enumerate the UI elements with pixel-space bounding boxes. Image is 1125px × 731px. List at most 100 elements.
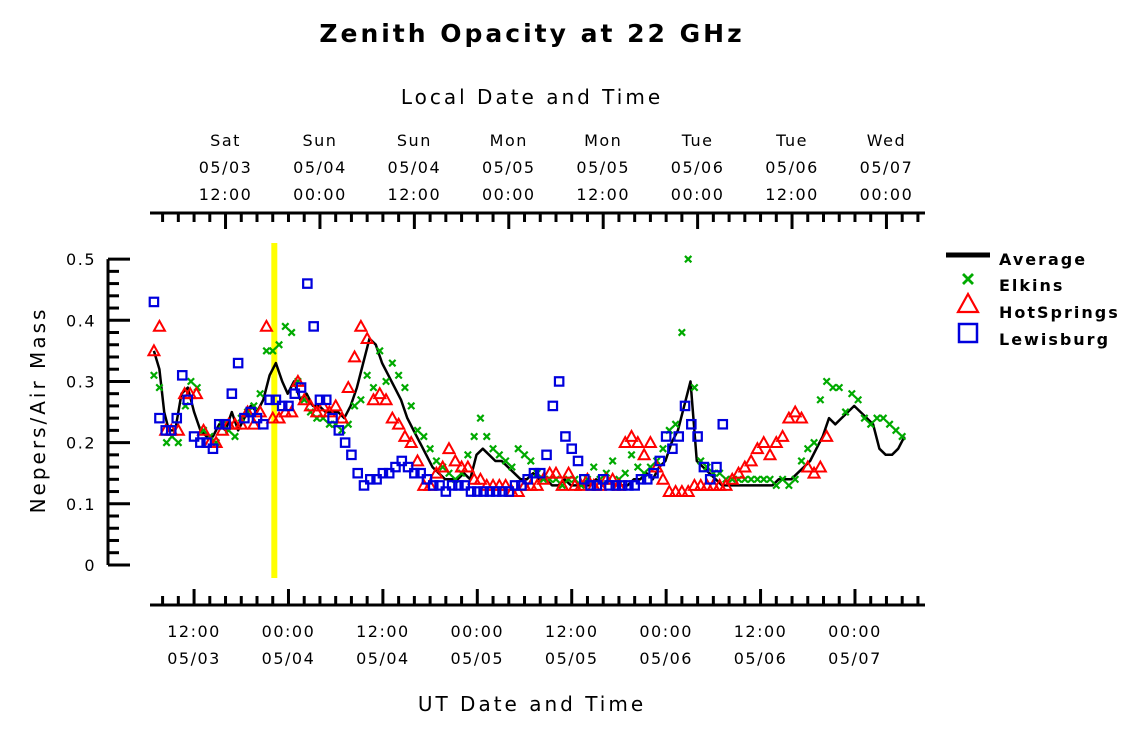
bottom-tick-time: 12:00 [734,622,788,641]
hotsprings-point [473,471,488,485]
lewisburg-point [597,474,609,485]
lewisburg-point [579,474,590,485]
hotsprings-point [561,465,576,479]
top-tick-day: Wed [867,131,906,150]
lewisburg-point [327,412,338,424]
x-axis-title: UT Date and Time [418,692,646,716]
hotsprings-point [769,435,784,449]
elkins-point [482,432,491,441]
elkins-point [149,371,158,380]
hotsprings-point [215,422,230,436]
hotsprings-point [397,428,413,442]
elkins-point [898,432,907,441]
hotsprings-point [806,465,822,479]
elkins-point [489,444,498,453]
lewisburg-point [673,431,685,442]
lewisburg-point [239,412,250,424]
elkins-point [766,475,774,484]
hotsprings-point [630,435,646,449]
lewisburg-point [635,474,647,485]
elkins-point [841,408,850,417]
hotsprings-point [429,465,444,479]
elkins-point [162,438,171,447]
elkins-point [847,389,856,398]
lewisburg-point [295,382,307,393]
lewisburg-point [654,455,666,467]
bottom-time-axis: 12:00 05/03 00:00 05/04 12:00 05/04 00:00 05/05… [150,589,925,668]
top-tick-time: 12:00 [765,185,819,204]
lewisburg-point [484,486,496,497]
hotsprings-point [624,428,639,442]
lewisburg-point [446,480,458,491]
elkins-point [520,450,529,459]
lewisburg-point [641,474,653,485]
lewisburg-point [358,480,370,491]
elkins-point [885,420,894,429]
lewisburg-point [516,480,527,491]
series-average [152,337,906,487]
lewisburg-point [383,467,395,479]
lewisburg-point [415,467,426,479]
top-tick-time: 00:00 [860,185,914,204]
hotsprings-point [529,477,545,491]
bottom-tick-time: 00:00 [451,622,505,641]
y-tick-label: 0.1 [66,495,96,514]
bottom-tick-time: 12:00 [167,622,221,641]
y-tick-label: 0.5 [66,250,96,269]
lewisburg-point [154,412,165,424]
lewisburg-point [648,467,659,479]
hotsprings-point [536,471,551,485]
elkins-point [608,456,617,465]
elkins-point [797,456,806,465]
hotsprings-point [800,459,815,473]
lewisburg-point [160,425,172,436]
hotsprings-point [271,410,287,424]
series-elkins [149,255,907,490]
hotsprings-point [775,428,790,442]
legend-hotsprings-swatch [956,291,980,314]
elkins-point [495,450,504,459]
hotsprings-point [762,447,778,461]
hotsprings-point [435,459,450,473]
lewisburg-point [692,431,703,442]
lewisburg-point [566,443,578,455]
lewisburg-point [679,400,691,412]
bottom-tick-time: 12:00 [545,622,599,641]
elkins-point [791,475,800,484]
elkins-point [860,414,869,423]
bottom-tick-date: 05/04 [356,649,410,668]
hotsprings-point [441,441,457,455]
hotsprings-point [146,343,162,357]
lewisburg-point [308,321,319,332]
lewisburg-point [283,400,294,412]
hotsprings-point [718,477,734,491]
hotsprings-point [756,435,771,449]
lewisburg-point [402,461,414,473]
top-tick-date: 05/05 [482,158,536,177]
lewisburg-point [490,486,502,497]
lewisburg-point [226,388,238,399]
lewisburg-point [472,486,483,497]
hotsprings-point [359,331,375,345]
top-axis-title: Local Date and Time [401,85,663,109]
hotsprings-point [347,349,362,363]
elkins-point [155,383,164,392]
lewisburg-point [213,418,225,430]
lewisburg-point [201,437,212,448]
lewisburg-point [257,418,269,430]
lewisburg-point [251,412,263,424]
elkins-point [810,438,819,447]
elkins-point [501,456,510,465]
lewisburg-point [553,376,565,387]
hotsprings-point [196,422,211,436]
top-tick-day: Sun [302,131,337,150]
hotsprings-point [511,483,526,497]
elkins-point [262,346,271,355]
hotsprings-point [731,465,746,479]
elkins-point [268,346,277,355]
bottom-tick-time: 00:00 [262,622,316,641]
elkins-point [589,463,598,472]
top-tick-day: Sun [397,131,432,150]
hotsprings-point [725,471,740,485]
